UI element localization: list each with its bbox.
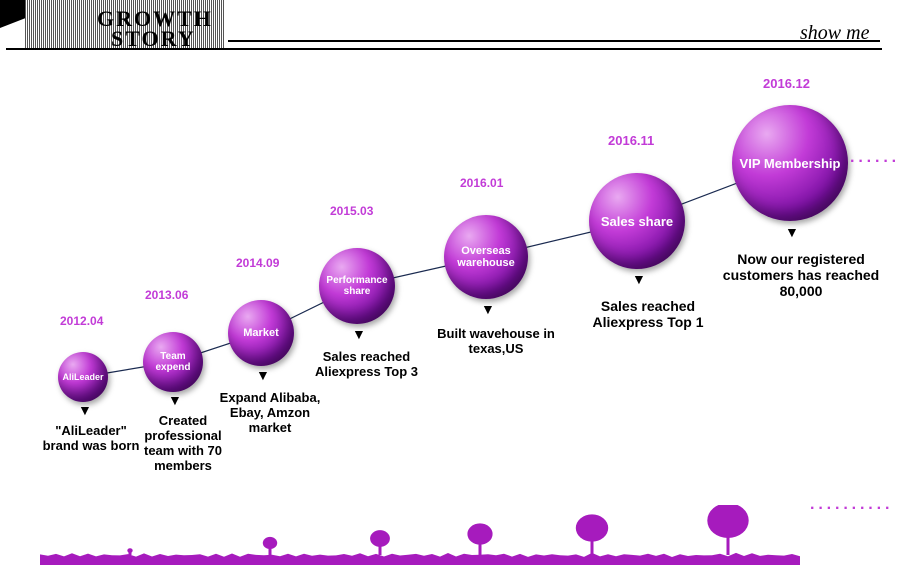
trailing-dots: ·········· (810, 500, 893, 518)
milestone-label: Performance share (319, 271, 395, 301)
header-show-me: show me (800, 22, 869, 45)
header-rule-upper (228, 40, 880, 42)
chevron-down-icon: ▼ (632, 271, 646, 287)
milestone-desc: Sales reached Aliexpress Top 3 (304, 349, 429, 379)
milestone-label: AliLeader (58, 368, 107, 386)
milestone-label: Team expend (143, 347, 203, 377)
milestone-label: Overseas warehouse (444, 241, 528, 273)
milestone-date: 2015.03 (330, 204, 373, 218)
trailing-dots: ·········· (850, 153, 900, 171)
chevron-down-icon: ▼ (352, 326, 366, 342)
milestone-n1: AliLeader (58, 352, 108, 402)
milestone-label: VIP Membership (736, 152, 845, 175)
milestone-date: 2016.01 (460, 176, 503, 190)
milestone-date: 2014.09 (236, 256, 279, 270)
milestone-desc: "AliLeader" brand was born (41, 423, 141, 453)
footer-growth-trees (40, 505, 800, 565)
chevron-down-icon: ▼ (256, 367, 270, 383)
chevron-down-icon: ▼ (785, 224, 799, 240)
milestone-n6: Sales share (589, 173, 685, 269)
milestone-n5: Overseas warehouse (444, 215, 528, 299)
milestone-desc: Sales reached Aliexpress Top 1 (568, 298, 728, 330)
milestone-date: 2013.06 (145, 288, 188, 302)
milestone-date: 2012.04 (60, 314, 103, 328)
milestone-n4: Performance share (319, 248, 395, 324)
milestone-desc: Expand Alibaba, Ebay, Amzon market (210, 390, 330, 435)
milestone-n2: Team expend (143, 332, 203, 392)
milestone-desc: Built wavehouse in texas,US (426, 326, 566, 356)
header-rule-lower (6, 48, 882, 50)
chevron-down-icon: ▼ (168, 392, 182, 408)
chevron-down-icon: ▼ (481, 301, 495, 317)
milestone-n3: Market (228, 300, 294, 366)
milestone-n7: VIP Membership (732, 105, 848, 221)
chevron-down-icon: ▼ (78, 402, 92, 418)
milestone-desc: Now our registered customers has reached… (716, 251, 886, 299)
milestone-label: Market (239, 323, 282, 343)
growth-story-infographic: GROWTH STORY show me AliLeader2012.04▼"A… (0, 0, 900, 576)
milestone-date: 2016.11 (608, 133, 654, 148)
milestone-date: 2016.12 (763, 76, 810, 91)
milestone-label: Sales share (597, 210, 677, 233)
